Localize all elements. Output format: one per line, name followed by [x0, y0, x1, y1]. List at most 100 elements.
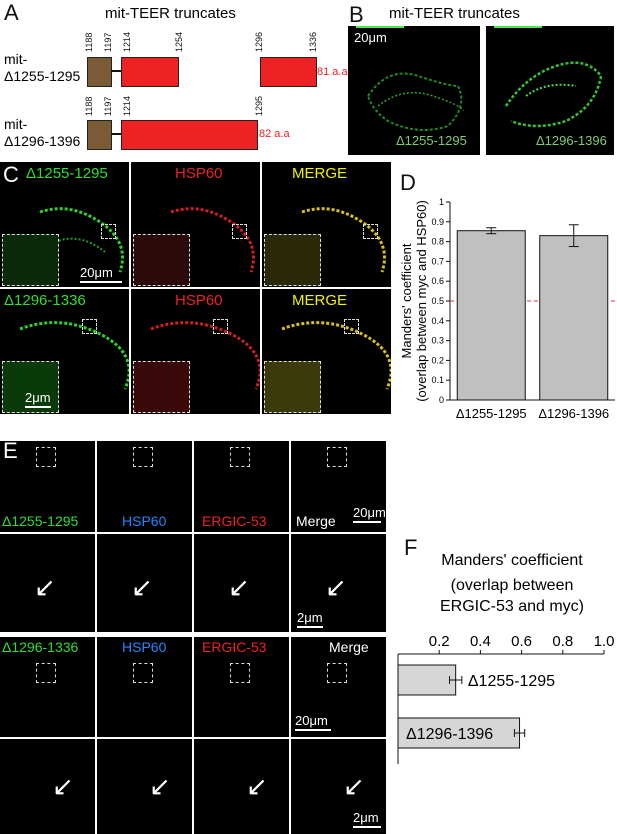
panel-c-r2-merge: MERGE — [262, 289, 391, 414]
inset — [133, 234, 190, 286]
arrow-icon: ↙ — [52, 771, 74, 801]
y-tick-label: 0.2 — [431, 355, 444, 365]
construct2-name-line1: mit- — [4, 116, 28, 132]
arrow-icon: ↙ — [228, 572, 250, 602]
arrow-icon: ↙ — [34, 572, 56, 602]
x-tick-label: 0.2 — [429, 633, 450, 650]
construct1-tick: 1336 — [308, 31, 318, 52]
inset — [264, 361, 321, 413]
inset — [133, 361, 190, 413]
channel-label: Δ1296-1336 — [2, 639, 79, 655]
construct2-tick: 1197 — [103, 96, 113, 116]
zoom-box — [344, 319, 359, 334]
panel-e-r4-blue: ↙ — [97, 739, 192, 834]
arrow-icon: ↙ — [149, 771, 171, 801]
x-tick-label: Δ1255-1295 — [456, 406, 527, 421]
construct2-brown-domain — [87, 120, 112, 150]
y-tick-label: 0.5 — [431, 296, 444, 306]
panel-c-r2-red: HSP60 — [131, 289, 260, 414]
scale-label: 20μm — [353, 505, 386, 520]
channel-label: Merge — [329, 639, 369, 655]
zoom-box — [213, 319, 228, 334]
construct1-linker — [111, 70, 121, 72]
y-tick-label: 1 — [439, 197, 444, 207]
panel-b-image-2-label: Δ1296-1396 — [536, 133, 607, 148]
mito-texture — [150, 321, 260, 390]
panel-f-title-line2: (overlap between — [450, 577, 574, 594]
channel-label: MERGE — [292, 165, 348, 182]
construct2-red-domain — [121, 120, 258, 150]
panel-e-r2-blue: ↙ — [97, 534, 192, 632]
scale-bar — [356, 26, 404, 28]
channel-label: ERGIC-53 — [202, 639, 267, 655]
panel-e-r3-green: Δ1296-1336 — [0, 637, 95, 737]
zoom-box — [101, 224, 116, 239]
construct2-tick: 1295 — [254, 95, 264, 116]
mito-texture — [19, 321, 129, 390]
arrow-icon: ↙ — [246, 771, 268, 801]
panel-e-r1-merge: Merge 20μm — [291, 441, 386, 532]
bar — [397, 717, 521, 749]
mito-texture — [301, 207, 386, 273]
chart-d: 0 0.1 0.2 0.3 0.4 0.5 0.6 0.7 0.8 0.9 1 Δ1255-1295 Δ… — [399, 197, 615, 421]
construct2-tick: 1214 — [122, 95, 132, 116]
panel-label-a: A — [4, 0, 19, 25]
scale-bar — [353, 826, 381, 828]
construct1-aa: 81 a.a — [317, 66, 348, 78]
construct1-tick: 1254 — [174, 31, 184, 52]
panel-c-r2-green: Δ1296-1336 2μm — [0, 289, 129, 414]
panel-label-f: F — [404, 535, 418, 560]
channel-label: MERGE — [292, 292, 348, 309]
bar — [397, 664, 457, 696]
y-tick-label: 0.6 — [431, 276, 444, 286]
panel-e-r3-red: ERGIC-53 — [194, 637, 289, 737]
channel-label: HSP60 — [175, 292, 223, 309]
arrow-icon: ↙ — [343, 771, 365, 801]
construct2-tick: 1188 — [84, 96, 94, 116]
panel-e-r1-green: E Δ1255-1295 — [0, 441, 95, 532]
panel-e-r3-blue: HSP60 — [97, 637, 192, 737]
construct1-name-line2: Δ1255-1295 — [4, 68, 81, 84]
zoom-box — [230, 663, 250, 683]
scale-label: 2μm — [25, 390, 51, 405]
panel-a-title: mit-TEER truncates — [105, 5, 236, 22]
channel-label: Δ1255-1295 — [2, 513, 79, 529]
mito-texture — [367, 72, 464, 131]
mito-texture — [170, 207, 255, 273]
construct1-name-line1: mit- — [4, 51, 28, 67]
arrow-icon: ↙ — [325, 572, 347, 602]
channel-label: Δ1296-1336 — [4, 292, 86, 309]
construct1-red-domain — [121, 57, 179, 87]
y-tick-label: 0.3 — [431, 336, 444, 346]
scale-label: 20μm — [295, 713, 328, 728]
channel-label: Δ1255-1295 — [26, 165, 108, 182]
mito-texture — [281, 321, 391, 390]
arrow-icon: ↙ — [131, 572, 153, 602]
panel-c-r1-red: HSP60 — [131, 162, 260, 287]
x-tick-label: 0.4 — [470, 633, 491, 650]
y-tick-label: 0.7 — [431, 256, 444, 266]
x-tick-label: 0.6 — [511, 633, 532, 650]
panel-b-image-1: 20μm Δ1255-1295 — [348, 26, 480, 155]
channel-label: ERGIC-53 — [202, 513, 267, 529]
y-tick-label: 0.9 — [431, 217, 444, 227]
y-tick-label: 0.8 — [431, 237, 444, 247]
construct1-tick: 1188 — [84, 32, 94, 52]
panel-b-image-2: Δ1296-1396 — [486, 26, 614, 155]
scale-label: 20μm — [80, 265, 113, 280]
zoom-box — [363, 224, 378, 239]
panel-label-c: C — [3, 162, 19, 187]
scale-bar — [353, 521, 381, 523]
scale-bar — [494, 26, 542, 28]
scale-label: 20μm — [354, 30, 387, 45]
panel-f-title-line1: Manders' coefficient — [441, 552, 583, 569]
construct1-tick: 1197 — [103, 32, 113, 52]
panel-e-r2-merge: ↙ 2μm — [291, 534, 386, 632]
zoom-box — [232, 224, 247, 239]
bar-label: Δ1296-1396 — [406, 726, 493, 743]
inset — [264, 234, 321, 286]
panel-b-title: mit-TEER truncates — [389, 5, 520, 22]
panel-e-r4-green: ↙ — [0, 739, 95, 834]
channel-label: Merge — [296, 513, 336, 529]
y-tick-label: 0 — [439, 395, 444, 405]
